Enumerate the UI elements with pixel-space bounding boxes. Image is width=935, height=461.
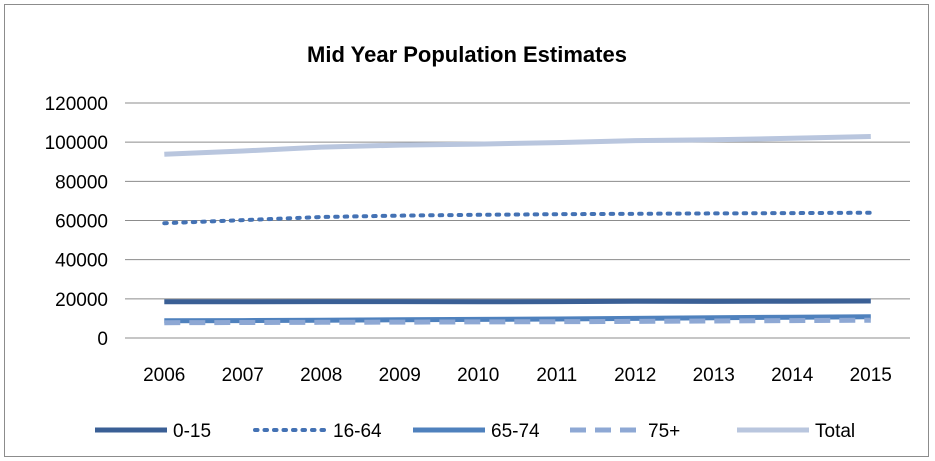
legend-label-75+: 75+ xyxy=(648,421,680,442)
y-tick-label-120000: 120000 xyxy=(45,94,108,115)
y-tick-label-40000: 40000 xyxy=(55,251,108,272)
x-tick-label-2014: 2014 xyxy=(771,365,814,386)
legend-label-0-15: 0-15 xyxy=(173,421,211,442)
line-chart: Mid Year Population Estimates 0 20000 4000… xyxy=(45,42,910,442)
series-line-16-64 xyxy=(162,210,873,226)
y-tick-label-60000: 60000 xyxy=(55,212,108,233)
legend-label-65-74: 65-74 xyxy=(491,421,540,442)
y-axis-ticks: 0 20000 40000 60000 80000 100000 120000 xyxy=(45,94,108,350)
series-line-Total xyxy=(164,134,871,157)
series-line-65-74 xyxy=(164,314,871,324)
x-axis-ticks: 2006 2007 2008 2009 2010 2011 2012 2013 2014 2015 xyxy=(143,365,892,386)
series-lines xyxy=(162,134,873,326)
x-tick-label-2011: 2011 xyxy=(536,365,577,386)
y-tick-label-100000: 100000 xyxy=(45,133,108,154)
x-tick-label-2007: 2007 xyxy=(222,365,264,386)
x-tick-label-2012: 2012 xyxy=(614,365,656,386)
x-tick-label-2010: 2010 xyxy=(457,365,499,386)
y-tick-label-80000: 80000 xyxy=(55,172,108,193)
y-tick-label-0: 0 xyxy=(97,329,108,350)
legend-label-16-64: 16-64 xyxy=(333,421,382,442)
x-tick-label-2008: 2008 xyxy=(300,365,342,386)
chart-title: Mid Year Population Estimates xyxy=(307,42,627,67)
chart-frame: Mid Year Population Estimates 0 20000 4000… xyxy=(4,4,929,457)
series-line-75+ xyxy=(164,317,871,326)
x-tick-label-2009: 2009 xyxy=(379,365,421,386)
series-line-0-15 xyxy=(164,298,871,305)
y-tick-label-20000: 20000 xyxy=(55,290,108,311)
x-tick-label-2015: 2015 xyxy=(850,365,892,386)
x-tick-label-2013: 2013 xyxy=(693,365,735,386)
legend-label-Total: Total xyxy=(815,421,855,442)
legend: 0-15 16-64 65-74 75+ Total xyxy=(95,421,855,442)
x-tick-label-2006: 2006 xyxy=(143,365,185,386)
